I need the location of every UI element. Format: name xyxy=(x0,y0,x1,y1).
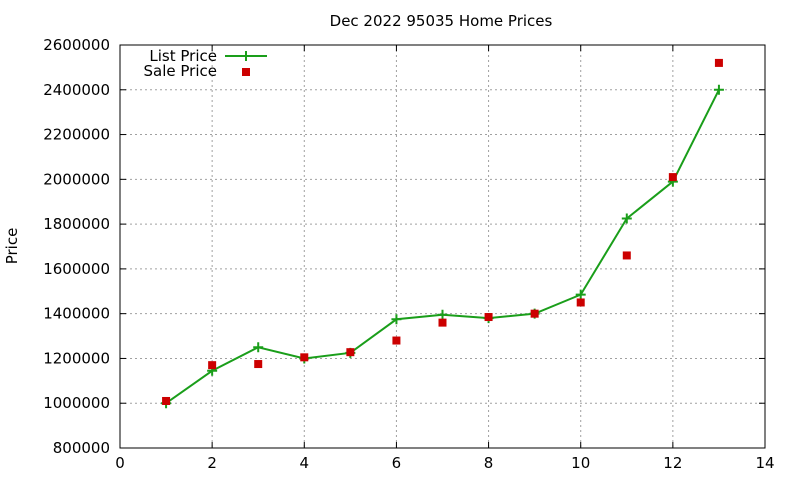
list-price-line xyxy=(165,89,720,405)
list-price-point xyxy=(253,342,264,353)
list-price-point xyxy=(437,309,448,320)
y-axis-label: Price xyxy=(3,228,21,265)
sale-price-point xyxy=(668,173,677,182)
y-tick-label: 1200000 xyxy=(43,349,110,367)
chart-title: Dec 2022 95035 Home Prices xyxy=(330,12,553,30)
x-tick-label: 6 xyxy=(392,454,402,472)
y-tick-label: 1800000 xyxy=(43,215,110,233)
x-tick-label: 4 xyxy=(300,454,310,472)
y-tick-label: 2000000 xyxy=(43,170,110,188)
list-price-point xyxy=(713,84,724,95)
sale-price-point xyxy=(254,360,263,369)
axis-ticks: 0 2 4 6 8 10 12 14 800000 1000000 1200000 1400000 16… xyxy=(43,36,774,472)
legend-label-sale-price: Sale Price xyxy=(144,62,217,80)
y-tick-label: 800000 xyxy=(53,439,110,457)
sale-price-point xyxy=(714,58,723,67)
plot-frame xyxy=(119,44,766,449)
sale-price-point xyxy=(208,361,217,370)
sale-price-point xyxy=(576,298,585,307)
y-tick-label: 1400000 xyxy=(43,305,110,323)
sale-price-point xyxy=(162,396,171,405)
series xyxy=(161,58,724,409)
y-tick-label: 2600000 xyxy=(43,36,110,54)
sale-price-point xyxy=(530,309,539,318)
x-tick-label: 0 xyxy=(115,454,125,472)
sale-price-point xyxy=(300,353,309,362)
x-tick-label: 10 xyxy=(571,454,590,472)
sale-price-point xyxy=(622,251,631,260)
y-tick-label: 2200000 xyxy=(43,126,110,144)
legend-marker-sale-price xyxy=(242,68,250,76)
x-tick-label: 8 xyxy=(484,454,494,472)
x-tick-label: 12 xyxy=(663,454,682,472)
list-price-point xyxy=(575,289,586,300)
y-tick-label: 1000000 xyxy=(43,394,110,412)
sale-price-point xyxy=(484,313,493,322)
grid xyxy=(120,45,765,448)
sale-price-point xyxy=(346,348,355,357)
x-tick-label: 14 xyxy=(755,454,774,472)
x-tick-label: 2 xyxy=(207,454,217,472)
legend: List Price Sale Price xyxy=(144,47,267,80)
sale-price-point xyxy=(438,318,447,327)
y-tick-label: 1600000 xyxy=(43,260,110,278)
legend-marker-list-price xyxy=(241,51,251,61)
sale-price-point xyxy=(392,336,401,345)
legend-label-list-price: List Price xyxy=(149,47,217,65)
list-price-point xyxy=(391,314,402,325)
list-price-point xyxy=(621,213,632,224)
y-tick-label: 2400000 xyxy=(43,81,110,99)
